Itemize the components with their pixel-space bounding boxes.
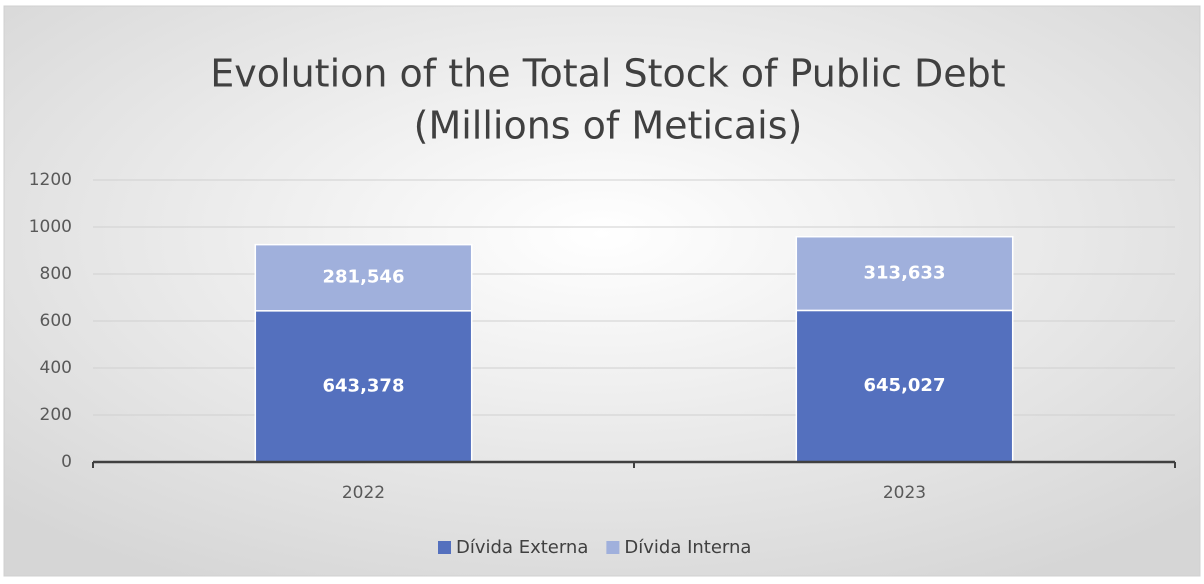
legend-swatch — [606, 541, 620, 554]
data-label: 643,378 — [323, 375, 405, 396]
bar-segment — [254, 310, 473, 463]
legend-swatch — [438, 541, 451, 554]
x-tick-label: 2023 — [883, 483, 926, 503]
y-tick-label: 0 — [61, 452, 72, 472]
y-tick-label: 400 — [40, 358, 72, 378]
data-label: 281,546 — [323, 267, 405, 288]
y-tick-label: 1200 — [29, 170, 72, 190]
y-tick-label: 200 — [40, 405, 72, 425]
y-tick-label: 1000 — [29, 217, 72, 237]
legend-label: Dívida Externa — [456, 537, 588, 558]
data-label: 313,633 — [864, 263, 946, 284]
chart-title: (Millions of Meticais) — [414, 104, 803, 148]
data-label: 645,027 — [864, 375, 946, 396]
bar-segment — [795, 309, 1014, 463]
chart-title: Evolution of the Total Stock of Public D… — [210, 52, 1005, 96]
x-tick-label: 2022 — [342, 483, 385, 503]
y-tick-label: 800 — [40, 264, 72, 284]
bar-segment — [795, 235, 1014, 312]
bar-segment — [254, 243, 473, 312]
legend-label: Dívida Interna — [624, 537, 751, 558]
y-tick-label: 600 — [40, 311, 72, 331]
